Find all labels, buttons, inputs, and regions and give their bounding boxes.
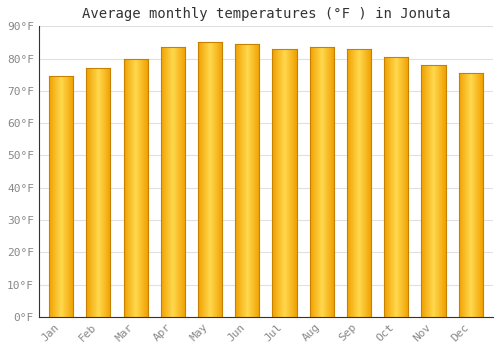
Title: Average monthly temperatures (°F ) in Jonuta: Average monthly temperatures (°F ) in Jo… — [82, 7, 450, 21]
